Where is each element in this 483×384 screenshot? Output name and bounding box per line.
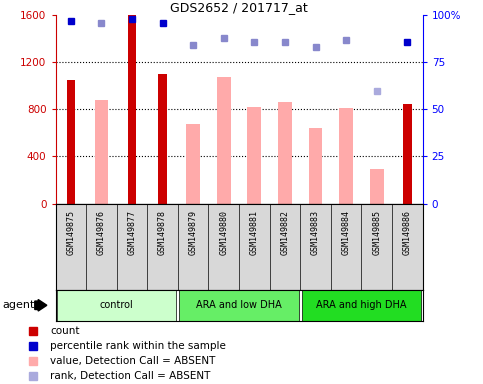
Text: value, Detection Call = ABSENT: value, Detection Call = ABSENT — [50, 356, 216, 366]
Text: GSM149883: GSM149883 — [311, 210, 320, 255]
Bar — [278, 103, 292, 204]
Text: ARA and high DHA: ARA and high DHA — [316, 300, 407, 310]
Text: control: control — [100, 300, 134, 310]
Bar — [57, 290, 176, 321]
Text: percentile rank within the sample: percentile rank within the sample — [50, 341, 227, 351]
Bar — [158, 74, 167, 204]
Text: GSM149886: GSM149886 — [403, 210, 412, 255]
Text: ARA and low DHA: ARA and low DHA — [196, 300, 282, 310]
Bar — [217, 76, 231, 204]
Bar — [309, 128, 323, 204]
Text: GSM149877: GSM149877 — [128, 210, 137, 255]
Bar — [339, 108, 353, 204]
Text: count: count — [50, 326, 80, 336]
Text: GSM149882: GSM149882 — [281, 210, 289, 255]
Bar — [247, 107, 261, 204]
Bar — [180, 290, 298, 321]
Bar — [95, 100, 108, 204]
Bar — [67, 80, 75, 204]
Text: rank, Detection Call = ABSENT: rank, Detection Call = ABSENT — [50, 371, 211, 381]
Title: GDS2652 / 201717_at: GDS2652 / 201717_at — [170, 1, 308, 14]
Text: GSM149879: GSM149879 — [189, 210, 198, 255]
Text: GSM149875: GSM149875 — [66, 210, 75, 255]
Text: agent: agent — [2, 300, 35, 310]
Bar — [302, 290, 421, 321]
Text: GSM149884: GSM149884 — [341, 210, 351, 255]
Text: GSM149880: GSM149880 — [219, 210, 228, 255]
Bar — [370, 169, 384, 204]
Bar — [403, 104, 412, 204]
Bar — [128, 15, 136, 204]
Text: GSM149876: GSM149876 — [97, 210, 106, 255]
Bar — [186, 124, 200, 204]
Text: GSM149881: GSM149881 — [250, 210, 259, 255]
Text: GSM149885: GSM149885 — [372, 210, 381, 255]
Text: GSM149878: GSM149878 — [158, 210, 167, 255]
